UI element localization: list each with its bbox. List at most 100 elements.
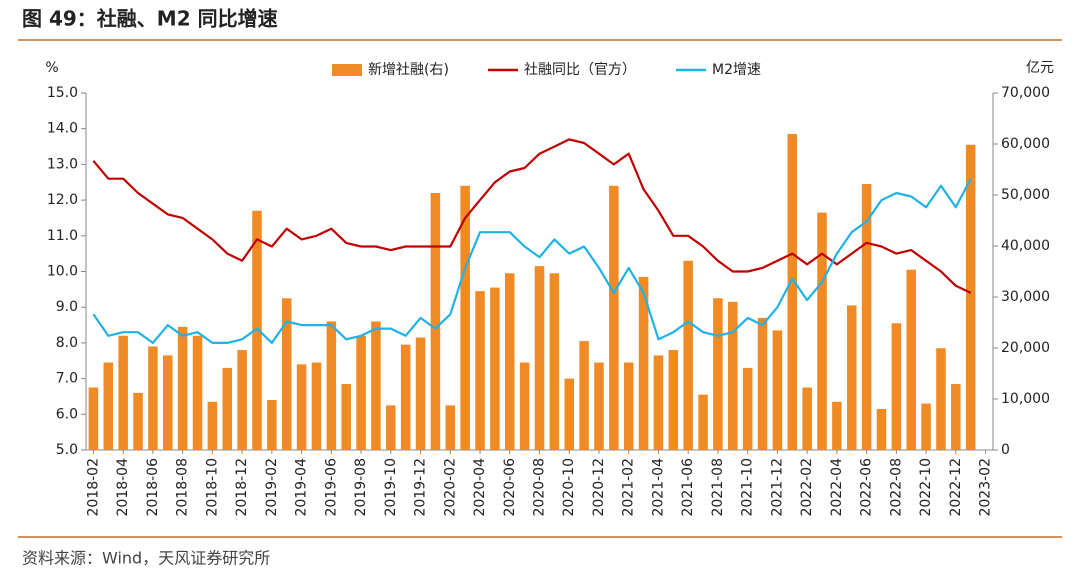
bar <box>490 287 500 450</box>
y2-tick-label: 50,000 <box>1001 187 1050 203</box>
bar <box>757 317 768 450</box>
x-tick-label: 2022-08 <box>888 458 904 517</box>
y2-tick-label: 70,000 <box>1001 85 1050 101</box>
chart-title: 图 49：社融、M2 同比增速 <box>22 7 278 31</box>
bar <box>623 362 634 450</box>
y2-tick-label: 30,000 <box>1001 289 1050 305</box>
bar <box>579 341 589 450</box>
x-tick-label: 2018-12 <box>234 458 250 517</box>
legend-swatch <box>332 64 362 76</box>
legend-label: 新增社融(右) <box>368 62 449 78</box>
y-tick-label: 15.0 <box>47 85 78 101</box>
bar <box>832 401 842 450</box>
bar <box>846 305 857 450</box>
bar <box>698 394 708 450</box>
bar <box>951 383 961 450</box>
line <box>92 138 972 294</box>
bar <box>564 378 574 450</box>
bar <box>891 323 902 450</box>
x-tick-label: 2023-02 <box>978 458 994 517</box>
bar <box>400 344 411 450</box>
bar <box>965 144 976 450</box>
x-tick-label: 2018-02 <box>85 458 101 517</box>
x-tick-label: 2021-06 <box>680 458 696 517</box>
legend-label: M2增速 <box>712 62 761 78</box>
y-tick-label: 9.0 <box>56 299 78 315</box>
bar <box>148 346 158 450</box>
x-tick-label: 2021-04 <box>650 458 666 517</box>
x-tick-label: 2020-12 <box>591 458 607 517</box>
x-tick-label: 2022-04 <box>829 458 845 517</box>
x-tick-label: 2021-08 <box>710 458 726 517</box>
bar <box>386 405 396 450</box>
bar <box>475 291 485 450</box>
x-tick-label: 2020-02 <box>442 458 458 517</box>
y2-tick-label: 0 <box>1001 442 1010 458</box>
y2-tick-label: 60,000 <box>1001 136 1050 152</box>
line <box>92 178 972 344</box>
bar <box>683 260 693 450</box>
bar <box>88 387 99 450</box>
x-tick-label: 2019-04 <box>294 458 310 517</box>
bar <box>103 362 114 450</box>
bar <box>430 192 441 450</box>
bar <box>505 273 515 450</box>
bar <box>415 337 426 450</box>
legend-label: 社融同比（官方） <box>524 62 636 78</box>
bar <box>252 210 262 450</box>
bar <box>341 383 351 450</box>
bar <box>177 326 188 450</box>
bar <box>802 387 812 450</box>
bar <box>861 184 872 450</box>
bar <box>222 367 233 450</box>
y2-tick-label: 40,000 <box>1001 238 1050 254</box>
y-tick-label: 7.0 <box>56 371 78 387</box>
x-tick-label: 2022-10 <box>918 458 934 517</box>
source: 资料来源：Wind，天风证券研究所 <box>22 549 270 568</box>
bar <box>936 348 946 450</box>
x-tick-label: 2022-02 <box>799 458 815 517</box>
x-tick-label: 2022-06 <box>859 458 875 517</box>
y-tick-label: 10.0 <box>47 264 78 280</box>
bar <box>594 362 604 450</box>
x-tick-label: 2021-10 <box>740 458 756 517</box>
bar <box>326 321 337 450</box>
x-tick-label: 2020-04 <box>472 458 488 517</box>
bar <box>267 400 277 450</box>
bar <box>133 392 143 450</box>
y2-tick-label: 10,000 <box>1001 391 1050 407</box>
x-tick-label: 2019-10 <box>383 458 399 517</box>
x-tick-label: 2021-12 <box>769 458 785 517</box>
bar <box>549 273 560 450</box>
y2-tick-label: 20,000 <box>1001 340 1050 356</box>
y-tick-label: 6.0 <box>56 406 78 422</box>
x-tick-label: 2019-02 <box>264 458 280 517</box>
y-tick-label: 8.0 <box>56 335 78 351</box>
bar <box>906 269 916 450</box>
x-tick-label: 2020-10 <box>561 458 577 517</box>
bar <box>817 212 827 450</box>
x-tick-label: 2019-12 <box>413 458 429 517</box>
x-tick-label: 2018-10 <box>204 458 220 517</box>
bar <box>118 335 128 450</box>
bar <box>460 185 470 450</box>
bar <box>296 364 307 450</box>
bar <box>876 408 887 450</box>
bar <box>653 355 664 450</box>
bar <box>237 350 247 450</box>
bar <box>668 350 679 450</box>
bar <box>445 405 456 450</box>
bar <box>742 367 753 450</box>
bar <box>638 276 649 450</box>
bar <box>356 335 366 450</box>
x-tick-label: 2018-06 <box>145 458 161 517</box>
x-tick-label: 2019-08 <box>353 458 369 517</box>
bar <box>519 362 530 450</box>
x-tick-label: 2021-02 <box>621 458 637 517</box>
y-tick-label: 14.0 <box>47 121 78 137</box>
y-axis-unit: % <box>45 60 58 76</box>
bar <box>163 355 173 450</box>
y2-axis-unit: 亿元 <box>1026 60 1054 76</box>
bar <box>609 185 619 450</box>
